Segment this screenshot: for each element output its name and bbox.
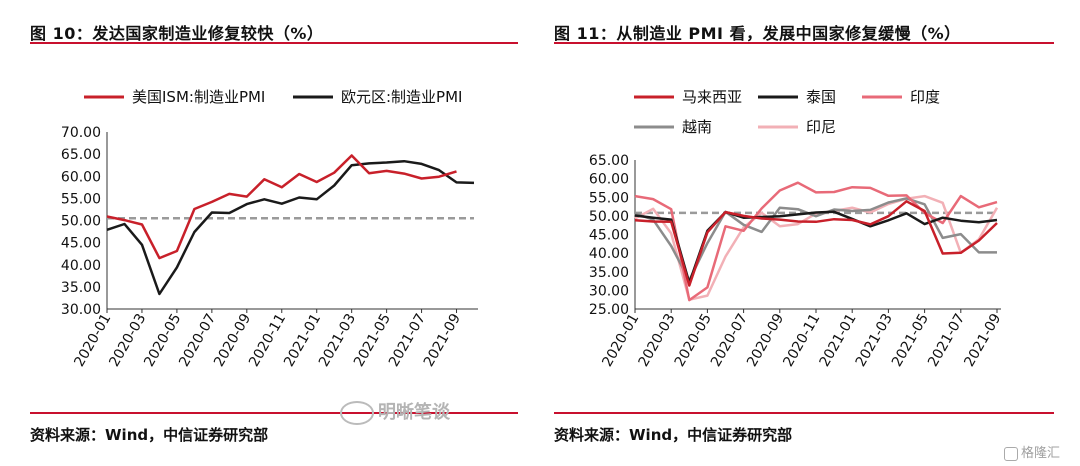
series-line-1 xyxy=(634,200,998,287)
y-tick-label: 65.00 xyxy=(589,153,629,169)
y-tick-label: 55.00 xyxy=(61,191,101,207)
watermark: 明晰笔谈 xyxy=(340,398,450,425)
legend-label: 美国ISM:制造业PMI xyxy=(132,88,265,106)
left-source-rule xyxy=(30,412,518,414)
y-tick-label: 50.00 xyxy=(61,214,101,230)
y-tick-label: 30.00 xyxy=(61,302,101,318)
right-panel: 图 11：从制造业 PMI 看，发展中国家修复缓慢（%） 65.00 60.00 5… xyxy=(540,0,1080,466)
y-tick-label: 50.00 xyxy=(589,209,629,225)
y-tick-label: 35.00 xyxy=(61,280,101,296)
gelonghui-logo-icon xyxy=(1004,446,1018,461)
left-chart: 70.00 65.00 60.00 55.00 50.00 45.00 40.00 35.00… xyxy=(61,88,478,370)
left-source-note: 资料来源：Wind，中信证券研究部 xyxy=(30,426,269,444)
right-source-rule xyxy=(554,412,1054,414)
series-line-2 xyxy=(106,159,475,296)
y-tick-label: 35.00 xyxy=(589,265,629,281)
y-tick-label: 30.00 xyxy=(589,283,629,299)
y-tick-label: 40.00 xyxy=(589,246,629,262)
y-tick-label: 45.00 xyxy=(589,228,629,244)
watermark-text: 明晰笔谈 xyxy=(378,402,450,423)
brand-mark: 格隆汇 xyxy=(1004,442,1060,461)
y-tick-label: 40.00 xyxy=(61,258,101,274)
wechat-icon xyxy=(340,401,374,425)
left-panel: 图 10：发达国家制造业修复较快（%） 70.00 65.00 60.00 55.00… xyxy=(30,24,518,444)
y-tick-label: 25.00 xyxy=(589,302,629,318)
y-tick-label: 45.00 xyxy=(61,236,101,252)
left-figure-title: 图 10：发达国家制造业修复较快（%） xyxy=(30,24,324,43)
legend-label: 越南 xyxy=(682,118,712,136)
legend-label: 泰国 xyxy=(806,88,836,106)
legend-label: 印尼 xyxy=(806,118,836,136)
brand-text: 格隆汇 xyxy=(1021,446,1061,461)
left-title-rule xyxy=(30,42,518,44)
y-tick-label: 65.00 xyxy=(61,147,101,163)
legend-label: 印度 xyxy=(910,88,940,106)
right-chart: 65.00 60.00 55.00 50.00 45.00 40.00 35.00 30.00… xyxy=(589,88,1005,370)
y-tick-label: 60.00 xyxy=(61,169,101,185)
legend-label: 欧元区:制造业PMI xyxy=(341,88,462,106)
y-tick-label: 55.00 xyxy=(589,190,629,206)
right-title-rule xyxy=(554,42,1054,44)
series-line-4 xyxy=(634,197,997,282)
y-tick-label: 70.00 xyxy=(61,125,101,141)
series-line-1 xyxy=(106,154,457,260)
legend-label: 马来西亚 xyxy=(682,88,742,106)
x-tick-label: 2021-09 xyxy=(961,311,1004,370)
y-tick-label: 60.00 xyxy=(589,172,629,188)
right-figure-title: 图 11：从制造业 PMI 看，发展中国家修复缓慢（%） xyxy=(554,24,961,43)
right-source-note: 资料来源：Wind，中信证券研究部 xyxy=(554,426,793,444)
